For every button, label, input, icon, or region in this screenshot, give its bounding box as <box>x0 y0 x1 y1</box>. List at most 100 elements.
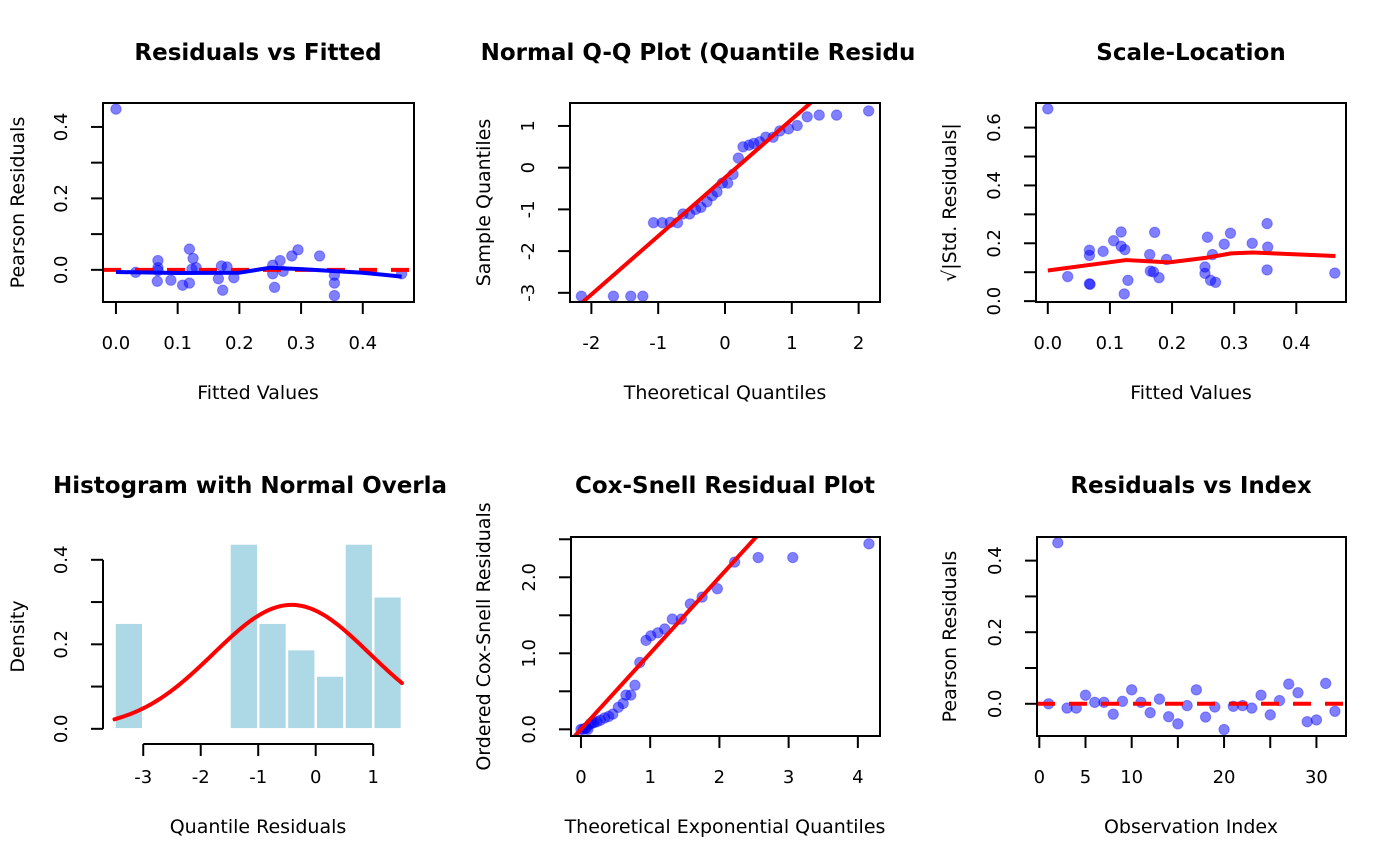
histogram-bar <box>257 622 288 730</box>
data-point <box>1201 231 1214 243</box>
data-point <box>752 551 764 564</box>
data-point <box>1115 226 1127 238</box>
plot-area <box>575 103 875 302</box>
plot-title: Normal Q-Q Plot (Quantile Residu <box>481 40 916 66</box>
data-point <box>1246 702 1258 714</box>
data-point <box>221 261 233 273</box>
x-tick-label: 1 <box>644 767 655 788</box>
data-point <box>1301 715 1313 728</box>
y-tick-label: 0.2 <box>51 184 72 213</box>
data-point <box>1107 708 1119 720</box>
x-tick-label: -3 <box>134 767 152 788</box>
data-point <box>212 273 225 285</box>
data-point <box>625 290 637 302</box>
y-axis-label: Pearson Residuals <box>939 551 961 723</box>
panel-scale-location: Scale-Location Fitted Values √|Std. Residu… <box>939 40 1347 404</box>
y-tick-label: 0.0 <box>51 256 72 285</box>
x-tick-label: -2 <box>192 767 210 788</box>
x-tick-label: 0 <box>1034 767 1045 788</box>
smooth-line <box>1047 250 1336 273</box>
x-tick-label: 1 <box>367 767 378 788</box>
x-tick-label: 0.0 <box>1033 333 1062 354</box>
x-tick-label: 30 <box>1305 767 1328 788</box>
histogram-bar <box>315 675 345 730</box>
panel-residuals-vs-fitted: Residuals vs Fitted Fitted Values Pearson … <box>7 40 415 404</box>
data-point <box>1319 677 1332 690</box>
data-point <box>1148 226 1161 238</box>
data-point <box>629 679 641 691</box>
x-tick-label: 2 <box>714 767 725 788</box>
x-tick-label: 0.2 <box>1158 333 1187 354</box>
x-tick-label: 5 <box>1080 767 1091 788</box>
x-tick-label: 0.0 <box>102 333 131 354</box>
plot-area <box>1037 537 1346 736</box>
data-point <box>1084 278 1096 291</box>
data-point <box>637 290 649 302</box>
data-point <box>151 275 164 287</box>
y-axis-label: Density <box>7 600 29 672</box>
x-tick-label: 4 <box>852 767 863 788</box>
data-point <box>1153 272 1165 284</box>
x-tick-label: 10 <box>1120 767 1143 788</box>
data-point <box>1061 270 1074 283</box>
plot-frame <box>1035 102 1347 303</box>
x-tick-label: 3 <box>783 767 794 788</box>
data-point <box>1283 678 1295 690</box>
x-tick-label: 0.1 <box>163 333 192 354</box>
y-tick-label: 0.2 <box>985 618 1006 647</box>
data-point <box>1097 245 1109 258</box>
data-point <box>165 274 177 286</box>
plot-area <box>1042 103 1341 300</box>
y-tick-label: 0.4 <box>51 113 72 142</box>
x-tick-label: 0.3 <box>287 333 316 354</box>
data-point <box>1107 234 1120 247</box>
data-point <box>1172 718 1184 730</box>
plot-title: Residuals vs Fitted <box>134 40 381 66</box>
x-axis-label: Theoretical Quantiles <box>623 382 826 404</box>
data-point <box>1255 689 1267 701</box>
y-tick-label: 0.4 <box>984 171 1005 200</box>
reference-line <box>579 103 814 302</box>
y-tick-label: 0.2 <box>984 229 1005 258</box>
normal-curve <box>112 602 404 722</box>
y-tick-label: 0.4 <box>51 545 72 574</box>
data-point <box>1144 707 1156 719</box>
x-axis-label: Fitted Values <box>1130 382 1252 404</box>
plot-frame <box>102 102 415 303</box>
data-point <box>1224 227 1237 239</box>
data-point <box>268 281 281 294</box>
data-point <box>1310 714 1323 726</box>
plot-area <box>103 103 414 302</box>
data-point <box>1190 684 1203 696</box>
data-point <box>1052 537 1064 549</box>
data-point <box>732 152 745 164</box>
x-tick-label: 0.4 <box>1282 333 1311 354</box>
panel-histogram-normal-overlay: Histogram with Normal Overla Quantile Res… <box>7 473 447 838</box>
data-point <box>1209 276 1222 289</box>
data-point <box>607 290 620 302</box>
data-point <box>274 254 286 267</box>
x-tick-label: 0 <box>310 767 321 788</box>
x-tick-label: 0 <box>719 333 730 354</box>
y-tick-label: 0.0 <box>985 689 1006 718</box>
data-point <box>1122 274 1134 287</box>
x-axis-label: Fitted Values <box>197 382 319 404</box>
data-point <box>1083 249 1096 262</box>
panel-residuals-vs-index: Residuals vs Index Observation Index Pears… <box>939 473 1347 838</box>
y-tick-label: 0.0 <box>984 287 1005 316</box>
data-point <box>787 551 799 564</box>
y-tick-label: 0 <box>518 162 539 173</box>
data-point <box>830 109 843 121</box>
data-point <box>1118 288 1130 300</box>
data-point <box>1218 723 1230 736</box>
y-tick-label: 0.6 <box>984 113 1005 142</box>
x-tick-label: 0.3 <box>1220 333 1249 354</box>
data-point <box>1199 267 1211 280</box>
plot-title: Histogram with Normal Overla <box>53 473 447 499</box>
reference-line <box>572 537 759 736</box>
x-tick-label: -2 <box>582 333 600 354</box>
data-point <box>625 689 637 701</box>
plot-area <box>112 543 404 730</box>
data-point <box>1181 699 1193 712</box>
